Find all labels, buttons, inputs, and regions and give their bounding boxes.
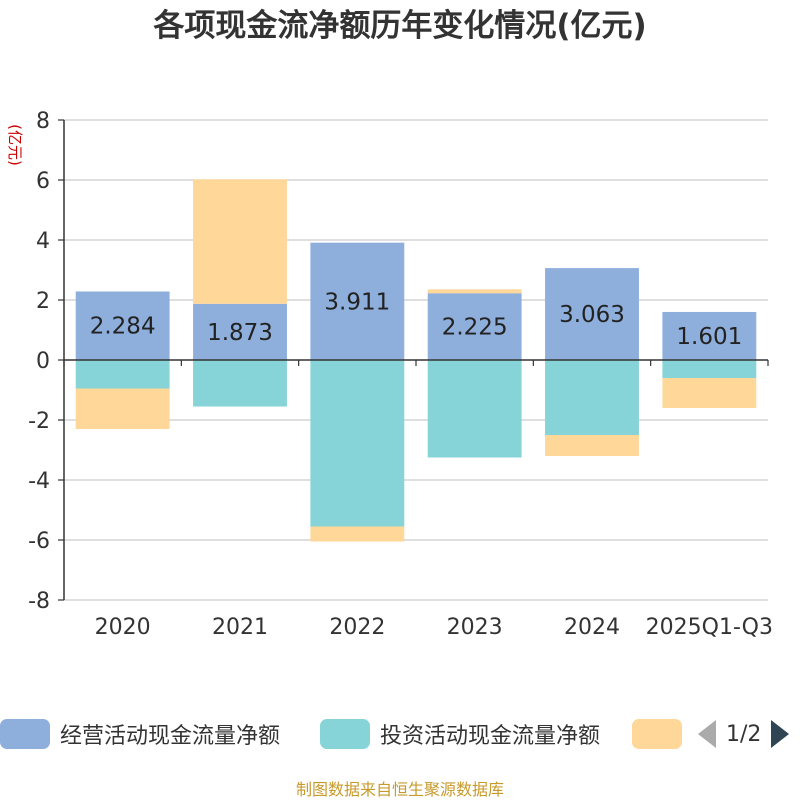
data-label: 2.225 (442, 315, 508, 341)
data-label: 2.284 (90, 314, 156, 340)
bar-series-2-2021[interactable] (193, 179, 287, 304)
y-tick-label: 6 (36, 169, 50, 194)
x-tick-label: 2025Q1-Q3 (646, 615, 773, 640)
pager-next-icon[interactable] (771, 720, 790, 748)
bar-series-1-2023[interactable] (427, 360, 522, 458)
bar-series-0-2024[interactable] (545, 268, 639, 360)
chart-title: 各项现金流净额历年变化情况(亿元) (152, 8, 646, 44)
legend-swatch-financing (632, 719, 682, 749)
y-tick-label: -2 (28, 409, 50, 434)
y-tick-label: -6 (28, 529, 50, 554)
bar-series-1-2025Q1-Q3[interactable] (662, 360, 757, 378)
bar-series-1-2024[interactable] (545, 360, 639, 435)
data-label: 1.601 (676, 324, 742, 350)
bar-series-0-2025Q1-Q3[interactable] (662, 311, 757, 360)
bar-series-2-2020[interactable] (75, 388, 170, 430)
data-label: 3.911 (324, 289, 390, 315)
x-tick-label: 2023 (447, 615, 503, 640)
legend-item-investing[interactable]: 投资活动现金流量净额 (320, 716, 600, 752)
legend-pager: 1/2 (698, 716, 790, 752)
y-tick-label: 4 (36, 229, 50, 254)
legend-swatch-investing (320, 719, 370, 749)
y-tick-label: -4 (28, 469, 50, 494)
chart: 各项现金流净额历年变化情况(亿元) (亿元) 2.284 1.8733.9112.… (6, 8, 773, 640)
bar-series-2-2022[interactable] (310, 526, 405, 542)
bar-series-1-2022[interactable] (310, 360, 405, 527)
source-footer: 制图数据来自恒生聚源数据库 (295, 780, 504, 799)
axes: 8 6 4 2 0 -2 -4 -6 -8 2020 2021 2022 2023 2024 2025Q1-… (28, 109, 773, 640)
bar-series-2-2024[interactable] (545, 435, 639, 456)
y-tick-label: 2 (36, 289, 50, 314)
y-tick-label: -8 (28, 589, 50, 614)
pager-text: 1/2 (726, 721, 762, 747)
legend: 经营活动现金流量净额 投资活动现金流量净额 1/2 (0, 716, 800, 756)
bar-series-1-2021[interactable] (193, 360, 287, 407)
x-tick-label: 2022 (329, 615, 385, 640)
legend-item-operating[interactable]: 经营活动现金流量净额 (0, 716, 280, 752)
pager-prev-icon[interactable] (698, 720, 716, 748)
grid-lines (64, 119, 768, 601)
y-tick-label: 8 (36, 109, 50, 134)
x-tick-label: 2021 (212, 615, 268, 640)
data-label: 3.063 (559, 302, 625, 328)
legend-label-investing: 投资活动现金流量净额 (380, 724, 601, 749)
bar-series-0-2022[interactable] (310, 242, 405, 360)
bars (75, 179, 757, 542)
data-labels: 2.284 1.873 3.911 2.225 3.063 1.601 (90, 289, 743, 350)
bar-series-1-2020[interactable] (75, 360, 170, 389)
legend-item-financing[interactable] (632, 716, 692, 752)
legend-swatch-operating (0, 719, 50, 749)
legend-label-operating: 经营活动现金流量净额 (60, 724, 281, 749)
x-tick-label: 2020 (95, 615, 151, 640)
y-tick-label: 0 (36, 349, 50, 374)
y-axis-label: (亿元) (6, 124, 24, 166)
bar-series-0-2021[interactable] (193, 303, 287, 360)
bar-series-0-2020[interactable] (75, 291, 170, 360)
bar-series-2-2025Q1-Q3[interactable] (662, 378, 757, 408)
data-label: 1.873 (207, 320, 273, 346)
bar-series-0-2023[interactable] (427, 293, 522, 360)
bar-series-2-2023[interactable] (427, 289, 522, 294)
x-tick-label: 2024 (564, 615, 620, 640)
